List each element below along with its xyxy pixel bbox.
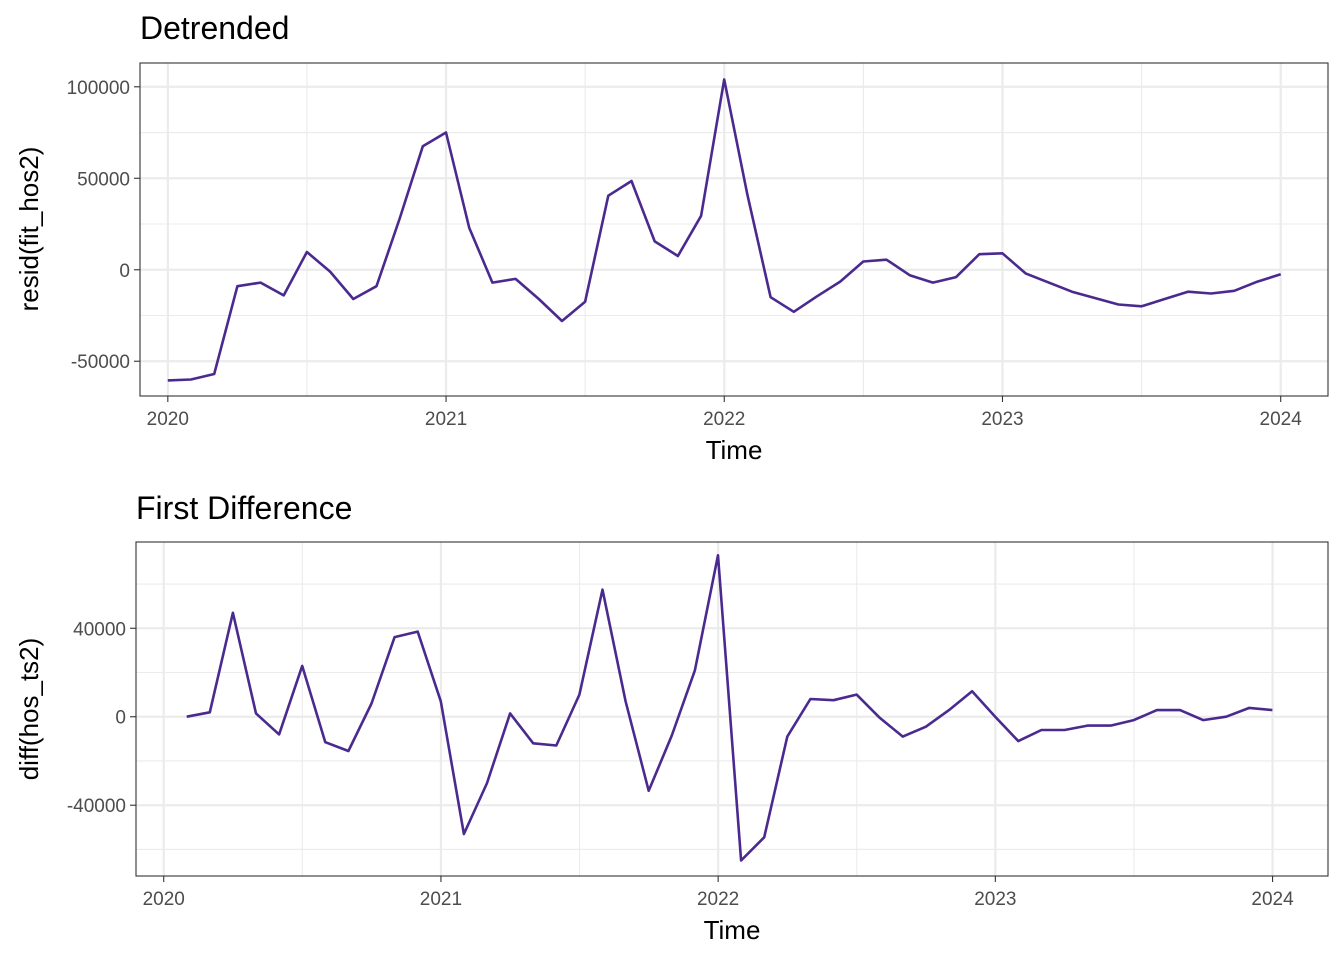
panel-border (135, 541, 1329, 877)
x-axis-ticks: 2020 2021 2022 2023 2024 (143, 876, 1294, 910)
y-axis-ticks: -50000 0 50000 100000 (67, 78, 140, 373)
y-tick-label: 50000 (77, 169, 130, 190)
x-tick-label: 2021 (420, 889, 462, 910)
panel-title-first-difference: First Difference (136, 490, 352, 526)
y-tick-label: 40000 (73, 619, 126, 640)
x-tick-label: 2020 (147, 409, 189, 430)
y-tick-label: -40000 (67, 796, 126, 817)
y-tick-label: 100000 (67, 78, 130, 99)
x-axis-title: Time (706, 435, 763, 465)
x-tick-label: 2024 (1251, 889, 1294, 910)
series-line (167, 78, 1282, 382)
y-tick-label: 0 (115, 708, 126, 729)
y-axis-title: resid(fit_hos2) (14, 147, 44, 312)
grid-lines (136, 542, 1328, 876)
panel-title-detrended: Detrended (140, 10, 289, 46)
x-tick-label: 2023 (974, 889, 1016, 910)
panel-border (139, 62, 1329, 397)
y-axis-ticks: -40000 0 40000 (67, 619, 136, 817)
y-axis-title: diff(hos_ts2) (14, 638, 44, 781)
x-axis-title: Time (704, 915, 761, 945)
series-line (186, 553, 1273, 862)
panel-background (136, 542, 1328, 876)
series-line-group (167, 78, 1282, 382)
x-tick-label: 2022 (703, 409, 745, 430)
panel-background (140, 63, 1328, 396)
x-tick-label: 2022 (697, 889, 739, 910)
x-tick-label: 2020 (143, 889, 185, 910)
x-tick-label: 2024 (1260, 409, 1303, 430)
series-line-group (186, 553, 1273, 862)
x-axis-ticks: 2020 2021 2022 2023 2024 (147, 396, 1303, 430)
grid-lines (140, 63, 1328, 396)
y-tick-label: -50000 (71, 352, 130, 373)
x-tick-label: 2023 (981, 409, 1023, 430)
x-tick-label: 2021 (425, 409, 467, 430)
y-tick-label: 0 (119, 261, 130, 282)
